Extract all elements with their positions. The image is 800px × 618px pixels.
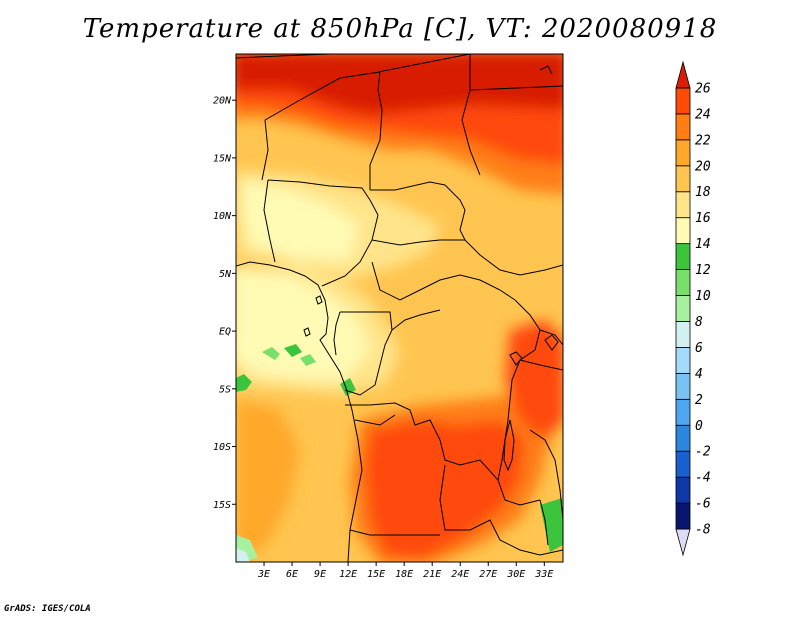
colorbar-swatch [675,450,691,478]
lat-tick-label: 20N [213,96,232,107]
colorbar-level-label: 26 [695,81,711,96]
colorbar-swatch [675,424,691,452]
lat-tick-label: 10N [213,211,232,222]
colorbar-low-arrow [675,528,691,557]
colorbar-level-label: -6 [695,497,711,512]
map-frame [235,53,564,563]
colorbar-swatch [675,87,691,115]
map-title: Temperature at 850hPa [C], VT: 202008091… [82,14,718,44]
lon-tick-label: 27E [479,569,497,580]
colorbar-swatch [675,191,691,219]
temperature-field [236,54,563,562]
colorbar-level-label: 20 [695,159,711,174]
lon-tick-label: 33E [534,569,553,580]
lon-tick-label: 12E [339,569,357,580]
lon-tick-label: 9E [314,569,326,580]
lat-tick-label: EQ [219,327,231,338]
colorbar-level-label: 22 [695,133,711,148]
colorbar-high-arrow [675,60,691,89]
lat-tick-label: 15N [213,153,232,164]
colorbar-swatch [675,476,691,504]
colorbar-swatch [675,217,691,245]
credit-label: GrADS: IGES/COLA [4,604,91,614]
colorbar-level-label: 4 [695,367,703,382]
colorbar-swatch [675,165,691,193]
latitude-axis: 20N 15N 10N 5N EQ 5S 10S 15S [213,96,236,511]
colorbar-level-label: 12 [695,263,711,278]
lat-tick-label: 10S [213,442,231,453]
country-borders [236,54,563,562]
lon-tick-label: 3E [257,569,270,580]
lat-tick-label: 5N [219,269,232,280]
colorbar-level-label: 0 [695,419,703,434]
lon-tick-label: 6E [286,569,298,580]
colorbar-level-label: 6 [695,341,703,356]
lat-tick-label: 5S [219,384,231,395]
colorbar-level-label: 10 [695,289,711,304]
colorbar-level-label: 14 [695,237,711,252]
colorbar-level-label: -2 [695,445,711,460]
colorbar-level-label: -4 [695,471,711,486]
colorbar-swatch [675,398,691,426]
colorbar-swatch [675,113,691,141]
colorbar-swatch [675,243,691,270]
lat-tick-label: 15S [213,500,231,511]
colorbar-swatch [675,347,691,374]
colorbar-swatch [675,295,691,322]
colorbar-swatch [675,269,691,296]
colorbar-level-label: 16 [695,211,711,226]
lon-tick-label: 24E [451,569,469,580]
lon-tick-label: 21E [423,569,441,580]
colorbar-swatch [675,139,691,167]
longitude-axis: 3E 6E 9E 12E 15E 18E 21E 24E 27E 30E 33E [257,562,553,580]
colorbar-swatch [675,372,691,400]
colorbar-level-label: 24 [695,107,711,122]
lon-tick-label: 30E [506,569,525,580]
colorbar-swatch [675,502,691,530]
colorbar-level-label: -8 [695,523,711,538]
lon-tick-label: 15E [367,569,385,580]
colorbar-level-label: 18 [695,185,711,200]
colorbar-level-label: 8 [695,315,703,330]
lon-tick-label: 18E [395,569,413,580]
colorbar-level-label: 2 [695,393,703,408]
colorbar-swatch [675,321,691,348]
